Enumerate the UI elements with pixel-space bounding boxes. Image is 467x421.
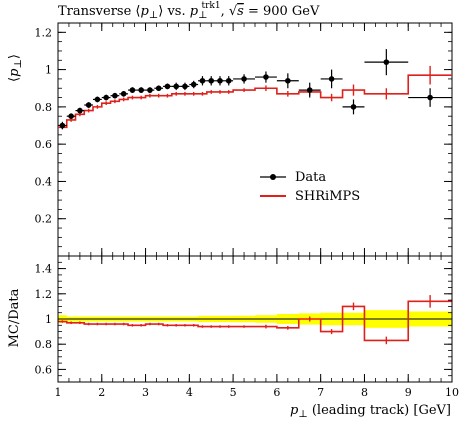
data-point [263,74,269,80]
data-point [103,94,109,101]
legend-entry-data: Data [260,170,326,185]
main-y-tick-label: 0.8 [35,101,53,114]
main-plot-frame [57,22,453,257]
main-y-tick-label: 0.2 [35,213,53,226]
legend-shrimps-label: SHRiMPS [295,189,360,204]
data-point [129,87,136,93]
data-point [94,96,101,103]
main-plot-area: 0.2 0.4 0.6 0.8 1 1.2 ⟨p⊥⟩ Data SHRiMPS [7,22,453,257]
data-point [285,77,291,84]
ratio-y-tick-label: 0.8 [35,338,53,351]
ratio-y-tick-label: 1.2 [35,288,53,301]
ratio-x-tick-label: 6 [273,386,280,399]
ratio-x-tick-label: 7 [317,386,324,399]
ratio-y-ticks: 0.6 0.8 1 1.2 1.4 [35,255,452,383]
main-y-ticks: 0.2 0.4 0.6 0.8 1 1.2 [35,22,452,257]
main-y-axis-label: ⟨p⊥⟩ [7,54,24,82]
ratio-y-tick-label: 1 [45,313,52,326]
ratio-x-tick-label: 9 [405,386,412,399]
ratio-x-tick-label: 10 [445,386,459,399]
ratio-shrimps-histogram [58,295,452,345]
ratio-x-tick-label: 8 [361,386,368,399]
shrimps-step-line [58,74,452,129]
data-point [155,85,162,92]
main-y-tick-label: 0.4 [35,175,53,188]
ratio-x-tick-label: 3 [142,386,149,399]
ratio-x-ticks: 1 2 3 4 5 6 7 8 9 10 [55,256,459,399]
data-points [58,49,452,130]
data-point [68,113,74,119]
data-point [190,81,197,88]
data-point [138,87,144,93]
ratio-y-tick-label: 1.4 [35,263,53,276]
data-point [182,83,188,90]
data-point [59,122,66,129]
main-y-tick-label: 0.6 [35,138,53,151]
data-point [427,94,433,101]
chart-title: Transverse ⟨p⊥⟩ vs. p⊥trk1, √s = 900 GeV [58,1,320,21]
data-point [173,83,179,90]
data-point [383,59,390,65]
ratio-plot-area: 0.6 0.8 1 1.2 1.4 1 2 3 4 5 6 7 8 9 10 MC/Data p⊥ (le… [7,255,459,420]
ratio-x-tick-label: 4 [186,386,193,399]
ratio-x-tick-label: 5 [230,386,237,399]
main-y-tick-label: 1.2 [35,26,53,39]
legend-data-marker [270,174,276,180]
data-point [164,83,171,90]
legend-entry-shrimps: SHRiMPS [260,189,360,204]
ratio-x-tick-label: 2 [98,386,105,399]
x-axis-label: p⊥ (leading track) [GeV] [290,403,451,420]
ratio-x-tick-label: 1 [55,386,62,399]
legend-data-label: Data [295,170,326,185]
data-point [225,77,232,84]
ratio-y-tick-label: 0.6 [35,363,53,376]
data-point [112,92,118,99]
data-point [306,87,313,93]
ratio-y-axis-label: MC/Data [7,288,22,347]
data-point [350,104,357,110]
main-x-ticks [57,23,453,256]
data-point [147,87,153,93]
legend: Data SHRiMPS [260,170,360,204]
data-point [77,107,83,114]
shrimps-histogram [58,65,452,130]
data-point [85,102,92,108]
data-point [217,77,223,84]
data-point [241,76,247,82]
data-point [199,77,206,84]
ratio-shrimps-step-line [58,300,452,342]
main-y-tick-label: 1 [45,64,52,77]
data-point [120,91,127,97]
data-point [328,76,335,82]
data-point [208,77,215,84]
